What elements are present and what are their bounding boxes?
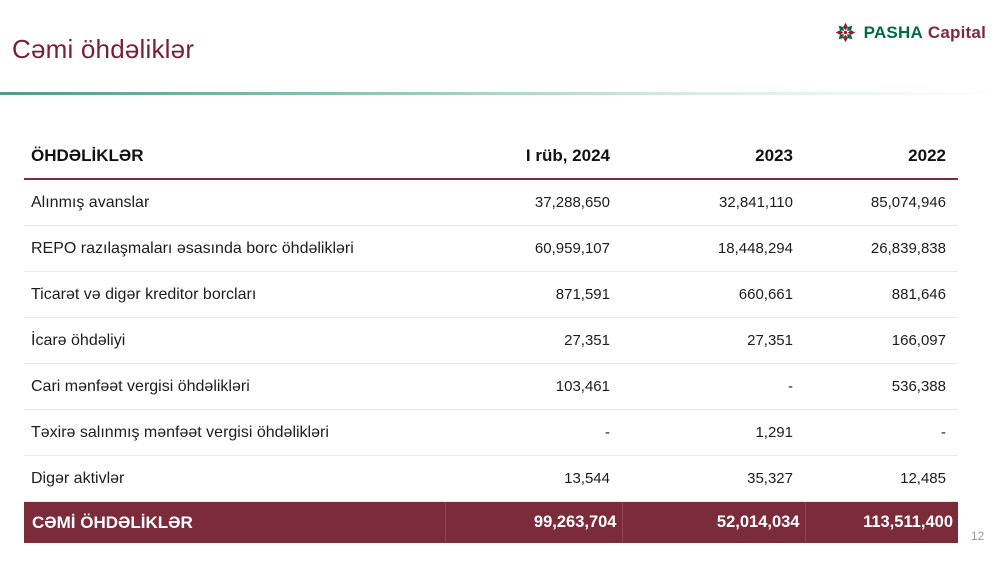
pasha-capital-logo: PASHA Capital — [833, 20, 986, 45]
page-title: Cəmi öhdəliklər — [12, 34, 195, 64]
table-row: Digər aktivlər 13,544 35,327 12,485 — [24, 455, 958, 502]
row-value: 166,097 — [805, 317, 958, 364]
row-value: 85,074,946 — [805, 179, 958, 226]
row-label: Digər aktivlər — [24, 455, 445, 502]
table-total-row: CƏMİ ÖHDƏLİKLƏR 99,263,704 52,014,034 11… — [24, 501, 958, 543]
row-label: Alınmış avanslar — [24, 179, 445, 226]
row-value: 35,327 — [622, 455, 805, 502]
row-value: 37,288,650 — [445, 179, 622, 226]
logo-wordmark: PASHA Capital — [864, 23, 986, 43]
column-header-2022: 2022 — [805, 134, 958, 180]
row-value: 27,351 — [622, 317, 805, 364]
row-value: - — [445, 409, 622, 456]
column-header-q1-2024: I rüb, 2024 — [445, 134, 622, 180]
total-row-value: 52,014,034 — [621, 501, 805, 543]
row-value: 32,841,110 — [622, 179, 805, 226]
table-row: Cari mənfəət vergisi öhdəlikləri 103,461… — [24, 363, 958, 410]
table-row: İcarə öhdəliyi 27,351 27,351 166,097 — [24, 317, 958, 364]
slide-page-number: 12 — [971, 529, 985, 543]
logo-brand-text: PASHA — [863, 22, 923, 42]
pasha-pinwheel-icon — [833, 20, 858, 45]
row-value: 103,461 — [445, 363, 622, 410]
row-label: İcarə öhdəliyi — [24, 317, 445, 364]
column-header-liabilities: ÖHDƏLİKLƏR — [24, 134, 445, 180]
row-value: 536,388 — [805, 363, 958, 410]
table-row: REPO razılaşmaları əsasında borc öhdəlik… — [24, 225, 958, 272]
row-value: 660,661 — [622, 271, 805, 318]
total-row-label: CƏMİ ÖHDƏLİKLƏR — [24, 501, 445, 543]
row-value: 1,291 — [622, 409, 805, 456]
row-value: - — [622, 363, 805, 410]
row-value: 27,351 — [445, 317, 622, 364]
table-row: Ticarət və digər kreditor borcları 871,5… — [24, 271, 958, 318]
row-value: 60,959,107 — [445, 225, 622, 272]
total-row-value: 99,263,704 — [444, 501, 622, 543]
column-header-2023: 2023 — [622, 134, 805, 180]
logo-suffix-text: Capital — [927, 22, 986, 42]
row-label: Ticarət və digər kreditor borcları — [24, 271, 445, 318]
total-row-value: 113,511,400 — [804, 501, 958, 543]
row-value: - — [805, 409, 958, 456]
row-value: 26,839,838 — [805, 225, 958, 272]
row-value: 881,646 — [805, 271, 958, 318]
table-header-row: ÖHDƏLİKLƏR I rüb, 2024 2023 2022 — [24, 134, 958, 180]
liabilities-table: ÖHDƏLİKLƏR I rüb, 2024 2023 2022 Alınmış… — [24, 134, 958, 543]
row-label: Cari mənfəət vergisi öhdəlikləri — [24, 363, 445, 410]
table-row: Təxirə salınmış mənfəət vergisi öhdəlikl… — [24, 409, 958, 456]
row-value: 12,485 — [805, 455, 958, 502]
row-value: 871,591 — [445, 271, 622, 318]
row-label: Təxirə salınmış mənfəət vergisi öhdəlikl… — [24, 409, 445, 456]
row-value: 18,448,294 — [622, 225, 805, 272]
table-row: Alınmış avanslar 37,288,650 32,841,110 8… — [24, 179, 958, 226]
title-divider-line — [0, 92, 1000, 95]
row-label: REPO razılaşmaları əsasında borc öhdəlik… — [24, 225, 445, 272]
row-value: 13,544 — [445, 455, 622, 502]
